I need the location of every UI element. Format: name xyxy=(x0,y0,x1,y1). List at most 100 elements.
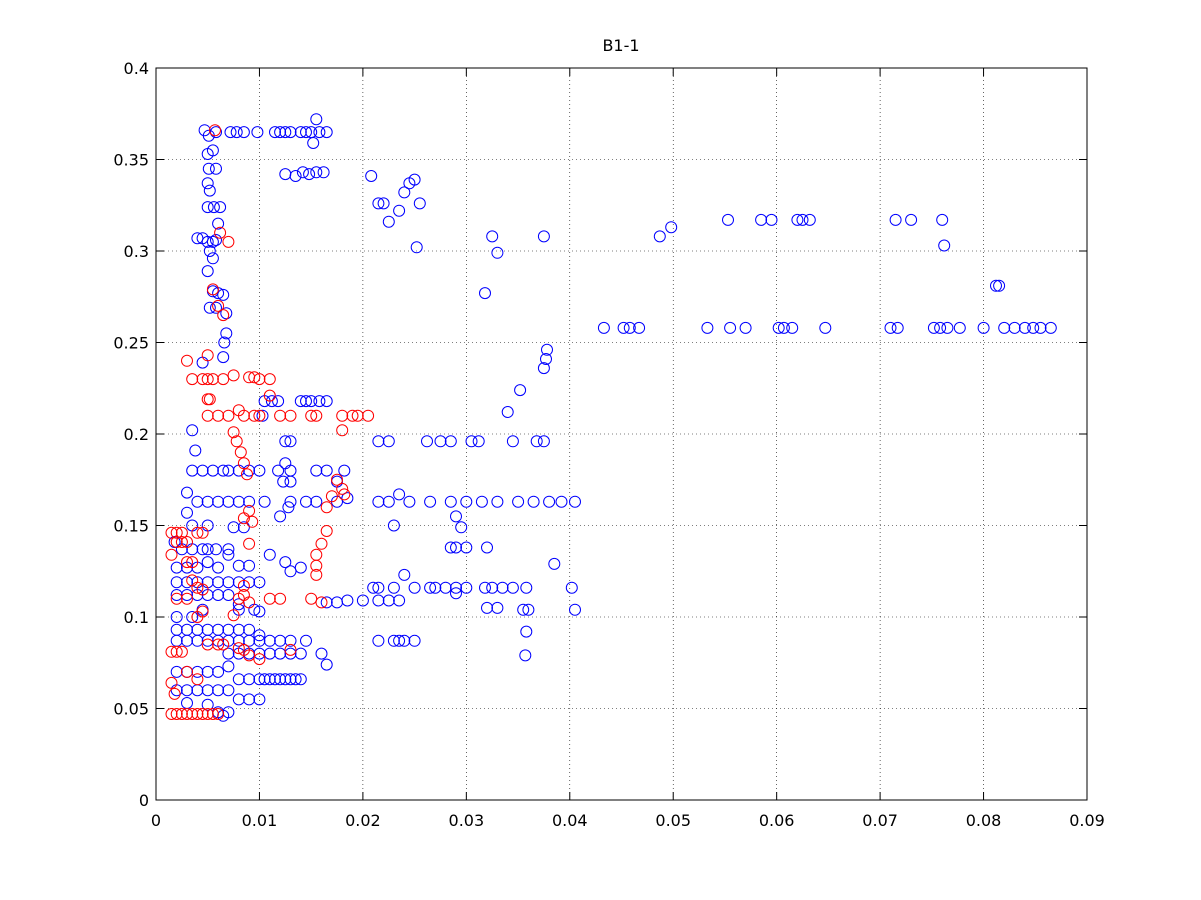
data-point-series-1 xyxy=(214,201,227,214)
data-point-series-1 xyxy=(393,204,406,217)
data-point-series-1 xyxy=(206,235,219,248)
data-point-series-1 xyxy=(224,126,237,139)
data-point-series-1 xyxy=(243,495,256,508)
data-point-series-2 xyxy=(315,596,328,609)
data-point-series-2 xyxy=(196,526,209,539)
data-point-series-1 xyxy=(232,693,245,706)
data-point-series-1 xyxy=(739,321,752,334)
data-point-series-1 xyxy=(633,321,646,334)
data-point-series-1 xyxy=(403,495,416,508)
data-point-series-2 xyxy=(206,373,219,386)
data-point-series-1 xyxy=(387,581,400,594)
data-point-series-2 xyxy=(186,373,199,386)
data-point-series-1 xyxy=(565,581,578,594)
data-point-series-1 xyxy=(274,673,287,686)
data-point-series-1 xyxy=(569,495,581,508)
data-point-series-1 xyxy=(212,495,225,508)
data-point-series-2 xyxy=(284,643,297,656)
data-point-series-1 xyxy=(201,495,214,508)
data-point-series-1 xyxy=(475,495,488,508)
data-point-series-2 xyxy=(320,525,333,537)
data-point-series-1 xyxy=(998,321,1011,334)
data-point-series-1 xyxy=(217,351,230,364)
data-point-series-1 xyxy=(791,213,804,226)
data-point-series-1 xyxy=(201,201,214,214)
data-point-series-2 xyxy=(336,424,349,437)
data-point-series-1 xyxy=(548,557,561,570)
data-point-series-1 xyxy=(977,321,990,334)
data-point-series-1 xyxy=(936,213,949,226)
data-point-series-1 xyxy=(279,673,292,686)
data-point-series-2 xyxy=(175,536,188,548)
data-point-series-2 xyxy=(237,579,250,592)
y-tick-label: 0 xyxy=(139,791,149,810)
data-point-series-1 xyxy=(665,221,678,234)
data-point-series-1 xyxy=(313,126,326,139)
data-point-series-1 xyxy=(269,126,281,139)
data-point-series-2 xyxy=(222,409,235,422)
data-point-series-2 xyxy=(201,708,214,720)
x-tick-label: 0.04 xyxy=(552,811,588,830)
data-point-series-2 xyxy=(191,708,204,720)
data-point-series-1 xyxy=(294,126,307,139)
data-point-series-1 xyxy=(455,521,468,534)
data-point-series-2 xyxy=(206,283,219,296)
data-point-series-1 xyxy=(310,113,323,126)
data-point-series-1 xyxy=(253,634,266,647)
data-point-series-1 xyxy=(623,321,636,334)
data-point-series-1 xyxy=(413,197,426,210)
data-point-series-1 xyxy=(491,495,504,508)
data-point-series-1 xyxy=(372,634,385,647)
data-point-series-1 xyxy=(212,665,225,678)
data-point-series-1 xyxy=(210,543,222,556)
data-point-series-1 xyxy=(191,232,204,245)
data-point-series-1 xyxy=(300,495,312,508)
data-point-series-1 xyxy=(222,660,235,673)
y-tick-label: 0.25 xyxy=(113,334,149,353)
data-point-series-1 xyxy=(530,435,543,448)
data-point-series-2 xyxy=(217,638,230,651)
data-point-series-1 xyxy=(300,634,312,647)
data-point-series-2 xyxy=(165,676,178,689)
data-point-series-1 xyxy=(755,213,768,226)
data-point-series-1 xyxy=(196,464,209,477)
data-point-series-2 xyxy=(168,687,181,700)
data-point-series-2 xyxy=(310,409,323,422)
data-point-series-1 xyxy=(481,601,493,614)
data-point-series-2 xyxy=(274,409,287,422)
data-point-series-1 xyxy=(201,698,214,711)
data-point-series-1 xyxy=(284,647,297,660)
data-point-series-1 xyxy=(444,435,457,448)
data-point-series-1 xyxy=(212,576,225,589)
data-point-series-2 xyxy=(227,369,240,382)
data-point-series-2 xyxy=(186,556,199,569)
data-point-series-2 xyxy=(336,482,349,495)
plot-area xyxy=(155,67,1088,801)
data-point-series-1 xyxy=(181,684,193,697)
data-point-series-2 xyxy=(201,409,214,422)
data-point-series-2 xyxy=(170,592,183,605)
data-point-series-1 xyxy=(196,543,209,556)
data-point-series-1 xyxy=(803,213,816,226)
data-point-series-1 xyxy=(220,327,233,340)
data-point-series-1 xyxy=(543,495,556,508)
data-point-series-2 xyxy=(196,583,209,596)
data-point-series-1 xyxy=(279,435,292,448)
data-point-series-1 xyxy=(520,581,533,594)
data-point-series-2 xyxy=(346,409,359,422)
data-point-series-1 xyxy=(181,634,193,647)
data-point-series-1 xyxy=(1034,321,1047,334)
data-point-series-1 xyxy=(819,321,832,334)
data-point-series-1 xyxy=(496,581,509,594)
data-point-series-1 xyxy=(201,665,214,678)
data-point-series-2 xyxy=(253,409,266,422)
data-point-series-1 xyxy=(927,321,940,334)
data-point-series-1 xyxy=(274,510,287,523)
data-point-series-2 xyxy=(263,373,276,386)
data-point-series-2 xyxy=(175,645,188,658)
data-point-series-1 xyxy=(953,321,966,334)
data-point-series-2 xyxy=(284,409,297,422)
data-point-series-1 xyxy=(232,673,245,686)
data-point-series-1 xyxy=(597,321,610,334)
data-point-series-1 xyxy=(724,321,737,334)
